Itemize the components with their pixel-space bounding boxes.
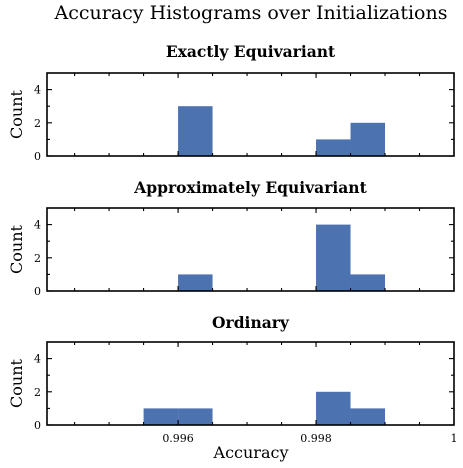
histogram-bar [178,274,213,291]
histogram-panel-2: Approximately Equivariant Count 0 2 4 [7,178,455,298]
figure-suptitle: Accuracy Histograms over Initializations [54,2,448,24]
y-tick-label: 4 [34,219,41,232]
axes-frame [46,341,455,426]
x-tick-label: 0.998 [300,432,332,445]
y-tick-label: 2 [34,386,41,399]
y-tick-label: 2 [34,252,41,265]
y-tick-label: 0 [34,150,41,163]
histogram-bar [350,274,386,291]
axes-frame [46,72,455,157]
y-axis-label: Count [7,89,26,138]
y-tick-label: 0 [34,285,41,298]
panel-title: Exactly Equivariant [166,42,336,61]
panel-title: Approximately Equivariant [133,178,367,197]
histogram-bar [178,106,213,156]
y-axis-label: Count [7,358,26,407]
y-tick-label: 4 [34,353,41,366]
y-tick-label: 0 [34,419,41,432]
histogram-bar [316,139,351,156]
histogram-bar [316,224,351,291]
histogram-panel-1: Exactly Equivariant Count 0 2 4 [7,42,455,163]
histogram-panel-3: Ordinary Count 0 2 4 0.996 0.998 1 [7,313,458,445]
histogram-bar [350,408,386,425]
histogram-bar [143,408,179,425]
x-tick-label: 0.996 [162,432,194,445]
y-tick-label: 2 [34,117,41,130]
histogram-bar [316,391,351,425]
y-tick-label: 4 [34,84,41,97]
x-axis-label: Accuracy [213,443,289,462]
histogram-bar [350,122,386,156]
panel-title: Ordinary [212,313,290,332]
axes-frame [46,207,455,292]
y-axis-label: Count [7,224,26,273]
x-tick-label: 1 [451,432,458,445]
histogram-bar [178,408,213,425]
